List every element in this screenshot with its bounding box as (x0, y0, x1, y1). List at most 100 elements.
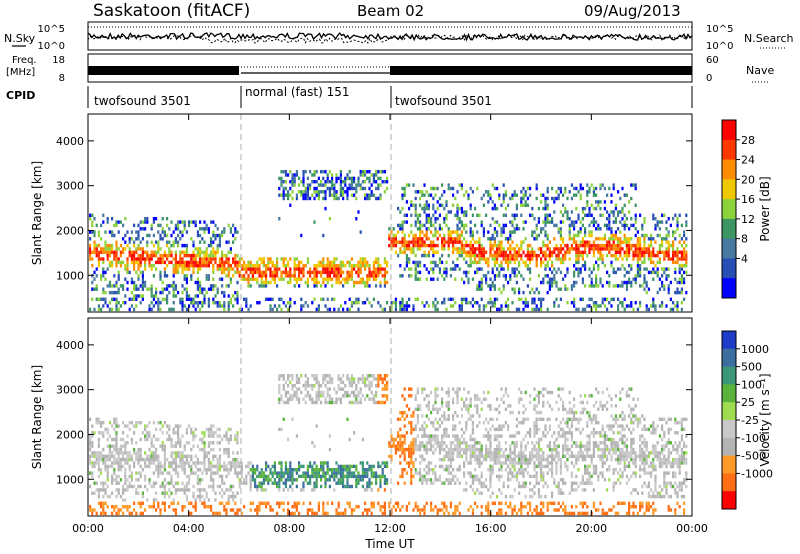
heatmap-cell (128, 237, 131, 241)
heatmap-cell (152, 250, 155, 254)
heatmap-cell (141, 270, 144, 275)
heatmap-cell (188, 481, 191, 485)
heatmap-cell (639, 274, 642, 278)
heatmap-cell (630, 237, 633, 241)
heatmap-cell (181, 505, 184, 509)
heatmap-cell (678, 280, 681, 285)
heatmap-cell (474, 247, 477, 251)
heatmap-cell (282, 180, 285, 184)
heatmap-cell (119, 284, 122, 288)
heatmap-cell (423, 431, 426, 435)
heatmap-cell (119, 494, 122, 499)
heatmap-cell (452, 237, 455, 241)
heatmap-cell (205, 260, 208, 265)
heatmap-cell (196, 277, 199, 281)
heatmap-cell (434, 297, 437, 301)
heatmap-cell (487, 200, 490, 204)
heatmap-cell (383, 260, 386, 265)
heatmap-cell (144, 217, 147, 221)
heatmap-cell (342, 190, 345, 194)
heatmap-cell (403, 250, 406, 254)
heatmap-cell (375, 257, 378, 261)
heatmap-cell (276, 501, 279, 505)
heatmap-cell (201, 304, 204, 308)
heatmap-cell (159, 468, 162, 472)
heatmap-cell (278, 427, 281, 432)
heatmap-cell (377, 170, 380, 174)
heatmap-cell (353, 400, 356, 405)
heatmap-cell (199, 257, 202, 261)
heatmap-cell (157, 454, 160, 458)
heatmap-cell (397, 481, 400, 485)
heatmap-cell (630, 223, 633, 228)
heatmap-cell (465, 243, 468, 248)
heatmap-cell (370, 270, 373, 275)
heatmap-cell (652, 247, 655, 251)
heatmap-cell (236, 270, 239, 275)
heatmap-cell (335, 180, 338, 184)
heatmap-cell (366, 277, 369, 281)
heatmap-cell (201, 431, 204, 435)
heatmap-cell (141, 431, 144, 435)
heatmap-cell (342, 478, 345, 482)
heatmap-cell (478, 237, 481, 241)
heatmap-cell (293, 478, 296, 482)
heatmap-cell (449, 230, 452, 234)
heatmap-cell (614, 270, 617, 275)
heatmap-cell (159, 260, 162, 265)
heatmap-cell (133, 447, 136, 452)
heatmap-cell (95, 421, 98, 425)
heatmap-cell (599, 183, 602, 187)
heatmap-cell (135, 424, 138, 428)
heatmap-cell (93, 270, 96, 275)
heatmap-cell (421, 253, 424, 258)
heatmap-cell (383, 190, 386, 194)
heatmap-cell (427, 441, 430, 445)
heatmap-cell (102, 220, 105, 224)
heatmap-cell (276, 511, 279, 516)
heatmap-cell (126, 451, 129, 455)
heatmap-cell (544, 230, 547, 234)
heatmap-cell (652, 237, 655, 241)
heatmap-cell (262, 481, 265, 485)
heatmap-cell (152, 451, 155, 455)
heatmap-cell (643, 243, 646, 248)
heatmap-cell (177, 488, 180, 492)
heatmap-cell (559, 257, 562, 261)
heatmap-cell (425, 478, 428, 482)
heatmap-cell (315, 274, 318, 278)
heatmap-cell (524, 203, 527, 207)
heatmap-cell (350, 176, 353, 181)
heatmap-cell (372, 374, 375, 378)
heatmap-cell (326, 461, 329, 465)
heatmap-cell (93, 491, 96, 495)
heatmap-cell (133, 297, 136, 301)
heatmap-cell (386, 301, 389, 305)
heatmap-cell (361, 478, 364, 482)
heatmap-cell (511, 257, 514, 261)
heatmap-cell (346, 173, 349, 177)
heatmap-cell (410, 274, 413, 278)
heatmap-cell (339, 304, 342, 308)
heatmap-cell (265, 461, 268, 465)
heatmap-cell (317, 270, 320, 275)
heatmap-cell (425, 233, 428, 238)
heatmap-cell (392, 227, 395, 231)
heatmap-cell (526, 267, 529, 271)
heatmap-cell (614, 206, 617, 211)
heatmap-cell (427, 471, 430, 475)
heatmap-cell (511, 213, 514, 217)
heatmap-cell (614, 237, 617, 241)
heatmap-cell (476, 287, 479, 291)
heatmap-cell (621, 186, 624, 191)
heatmap-cell (348, 468, 351, 472)
heatmap-cell (650, 250, 653, 254)
heatmap-cell (135, 488, 138, 492)
heatmap-cell (546, 247, 549, 251)
heatmap-cell (498, 287, 501, 291)
heatmap-cell (278, 384, 281, 388)
heatmap-cell (493, 297, 496, 301)
heatmap-cell (577, 230, 580, 234)
heatmap-cell (680, 253, 683, 258)
heatmap-cell (210, 471, 213, 475)
